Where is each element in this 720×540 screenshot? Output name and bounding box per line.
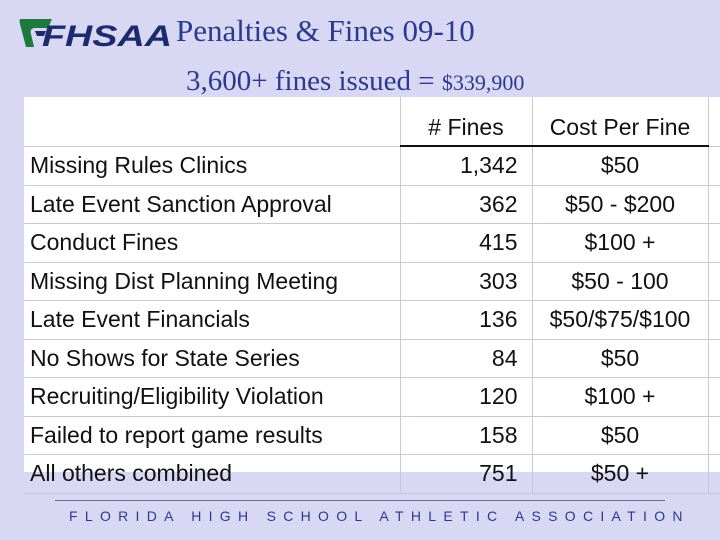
- logo-text: FHSAA: [42, 20, 172, 50]
- table-row: Late Event Financials 136 $50/$75/$100: [24, 300, 720, 340]
- extra-cell: [708, 454, 720, 494]
- subtitle-prefix: 3,600+ fines issued =: [186, 65, 442, 97]
- extra-cell: [708, 262, 720, 301]
- fine-count: 751: [400, 454, 533, 494]
- extra-cell: [708, 185, 720, 224]
- extra-cell: [708, 300, 720, 340]
- fine-count: 362: [400, 185, 533, 224]
- table-row: Recruiting/Eligibility Violation 120 $10…: [24, 377, 720, 417]
- table-row: Missing Dist Planning Meeting 303 $50 - …: [24, 262, 720, 301]
- fine-cost: $100 +: [532, 223, 709, 263]
- footer-association-name: FLORIDA HIGH SCHOOL ATHLETIC ASSOCIATION: [69, 508, 690, 524]
- fhsaa-logo: FHSAA: [19, 19, 172, 50]
- fine-name: Missing Rules Clinics: [24, 146, 401, 186]
- table-header-row: # Fines Cost Per Fine: [24, 97, 720, 147]
- fine-name: Conduct Fines: [24, 223, 401, 263]
- fine-cost: $50 - 100: [532, 262, 709, 301]
- fines-table: # Fines Cost Per Fine Missing Rules Clin…: [24, 97, 720, 494]
- fine-count: 1,342: [400, 146, 533, 186]
- fine-count: 84: [400, 339, 533, 378]
- table-row: No Shows for State Series 84 $50: [24, 339, 720, 378]
- extra-cell: [708, 223, 720, 263]
- page-title: Penalties & Fines 09-10: [176, 13, 475, 48]
- extra-cell: [708, 377, 720, 417]
- page-subtitle: 3,600+ fines issued = $339,900: [186, 65, 525, 98]
- table-row: All others combined 751 $50 +: [24, 454, 720, 494]
- fine-cost: $50/$75/$100: [532, 300, 709, 340]
- fine-name: All others combined: [24, 454, 401, 494]
- extra-cell: [708, 416, 720, 455]
- fine-cost: $50: [532, 146, 709, 186]
- subtitle-amount: $339,900: [441, 70, 525, 95]
- fine-name: Late Event Sanction Approval: [24, 185, 401, 224]
- table-row: Late Event Sanction Approval 362 $50 - $…: [24, 185, 720, 224]
- table-row: Failed to report game results 158 $50: [24, 416, 720, 455]
- fine-name: Failed to report game results: [24, 416, 401, 455]
- table-row: Missing Rules Clinics 1,342 $50: [24, 146, 720, 186]
- fine-cost: $50 +: [532, 454, 709, 494]
- footer-divider: [55, 500, 665, 501]
- fines-table-container: # Fines Cost Per Fine Missing Rules Clin…: [24, 97, 720, 494]
- logo-swoosh-icon: [19, 19, 53, 47]
- fine-cost: $100 +: [532, 377, 709, 417]
- table-row: Conduct Fines 415 $100 +: [24, 223, 720, 263]
- fine-count: 120: [400, 377, 533, 417]
- header-extra-cell: [708, 97, 720, 147]
- fine-name: No Shows for State Series: [24, 339, 401, 378]
- fine-cost: $50: [532, 416, 709, 455]
- fine-count: 303: [400, 262, 533, 301]
- extra-cell: [708, 339, 720, 378]
- header-blank-cell: [24, 97, 401, 147]
- fine-cost: $50: [532, 339, 709, 378]
- fine-name: Missing Dist Planning Meeting: [24, 262, 401, 301]
- fine-count: 415: [400, 223, 533, 263]
- column-header-count: # Fines: [400, 97, 533, 147]
- fine-count: 158: [400, 416, 533, 455]
- column-header-cost: Cost Per Fine: [532, 97, 709, 147]
- extra-cell: [708, 146, 720, 186]
- fine-name: Late Event Financials: [24, 300, 401, 340]
- fine-name: Recruiting/Eligibility Violation: [24, 377, 401, 417]
- fine-cost: $50 - $200: [532, 185, 709, 224]
- fine-count: 136: [400, 300, 533, 340]
